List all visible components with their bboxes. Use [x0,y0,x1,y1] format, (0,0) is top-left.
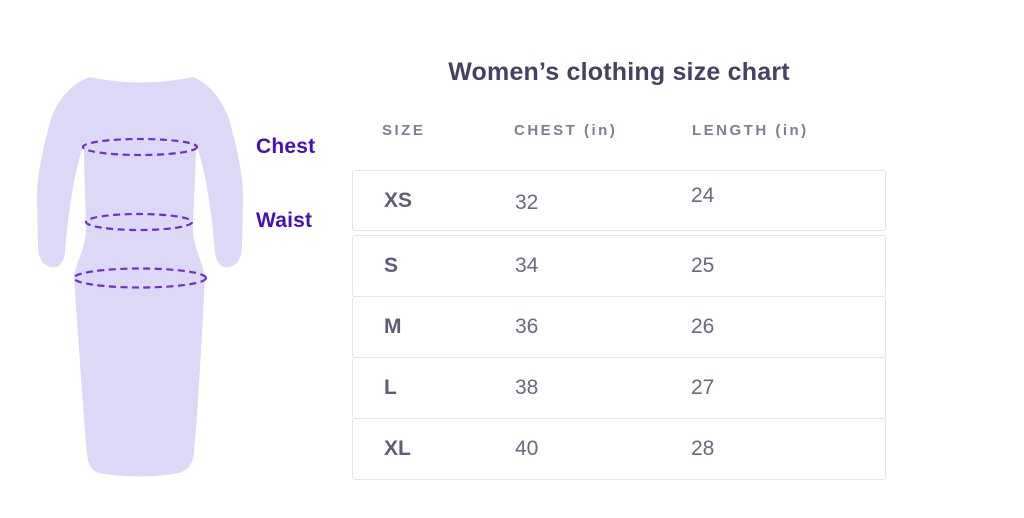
column-header-length: LENGTH (in) [692,122,809,139]
size-value: S [384,254,399,277]
column-header-size: SIZE [382,122,426,139]
waist-label: Waist [256,209,313,232]
dress-figure [37,77,243,477]
size-value: M [384,315,402,338]
column-header-chest: CHEST (in) [514,122,618,139]
table-row: S 34 25 [352,235,886,297]
table-row: XL 40 28 [352,418,886,480]
chest-value: 40 [515,437,539,460]
page-title: Women’s clothing size chart [448,58,790,86]
chest-value: 38 [515,376,539,399]
table-row: M 36 26 [352,296,886,358]
length-value: 25 [691,254,715,277]
size-value: L [384,376,397,399]
chest-label: Chest [256,135,316,158]
chest-measure-line [81,137,199,157]
table-row: XS 32 24 [352,170,886,231]
hip-measure-line [72,267,208,289]
chest-value: 34 [515,254,539,277]
length-value: 24 [691,183,715,207]
length-value: 26 [691,315,715,338]
table-body: XS 32 24 S 34 25 M 36 26 L 38 27 XL 40 [352,170,886,480]
size-chart: Women’s clothing size chart SIZE CHEST (… [352,56,886,480]
chest-value: 32 [515,190,539,214]
chest-value: 36 [515,315,539,338]
waist-measure-line [84,212,194,232]
length-value: 28 [691,437,715,460]
table-header: SIZE CHEST (in) LENGTH (in) [352,122,886,142]
length-value: 27 [691,376,715,399]
size-value: XL [384,437,411,460]
table-row: L 38 27 [352,357,886,419]
dress-silhouette [37,77,243,477]
size-value: XS [384,188,413,212]
